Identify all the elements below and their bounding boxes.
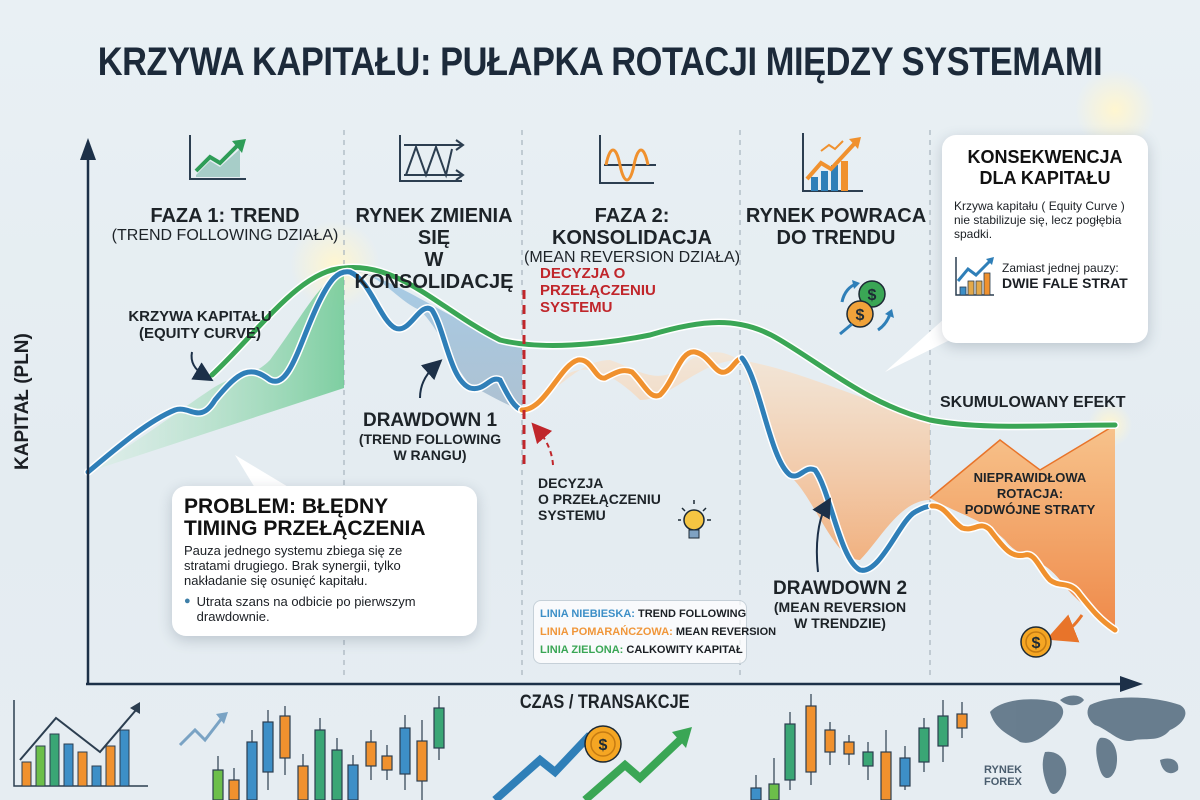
legend-key-orange: LINIA POMARAŃCZOWA: [540, 626, 673, 638]
decision-top-line1: DECYZJA O [540, 265, 626, 282]
mean-reversion-line-2 [929, 503, 1118, 633]
growth-arrows-coin-icon: $ [492, 725, 692, 800]
legend-item-orange: LINIA POMARAŃCZOWA: MEAN REVERSION [540, 623, 776, 641]
legend-value-blue: TREND FOLLOWING [638, 608, 747, 620]
transition-1-sub: W KONSOLIDACJĘ [354, 249, 514, 293]
page-title: KRZYWA KAPITAŁU: PUŁAPKA ROTACJI MIĘDZY … [97, 40, 1103, 84]
footer-candlesticks-right [750, 694, 968, 800]
legend-value-orange: MEAN REVERSION [675, 626, 777, 638]
coins-exchange-icon: $ $ [839, 280, 894, 336]
x-axis-arrow-icon [1120, 676, 1143, 692]
oscillation-icon [599, 135, 656, 184]
problem-title-line1: PROBLEM: BŁĘDNY [184, 495, 389, 518]
trend-bars-icon [802, 133, 863, 192]
forex-market-label: RYNEK FOREX [984, 764, 1022, 788]
legend-key-green: LINIA ZIELONA: [540, 644, 624, 656]
phase-1-header: FAZA 1: TREND (TREND FOLLOWING DZIAŁA) [100, 205, 350, 245]
mean-reversion-line [519, 349, 745, 413]
legend-value-green: CALKOWITY KAPITAŁ [626, 644, 743, 656]
decision-top-line2: PRZEŁĄCZENIU [540, 282, 656, 299]
phase-2-header: FAZA 2: KONSOLIDACJA (MEAN REVERSION DZI… [523, 205, 741, 267]
phase-1-sub: (TREND FOLLOWING DZIAŁA) [111, 227, 339, 244]
wrong-rotation-label: NIEPRAWIDŁOWA ROTACJA: PODWÓJNE STRATY [950, 470, 1110, 518]
svg-text:$: $ [599, 737, 608, 754]
switch-decision-label-top: DECYZJA O PRZEŁĄCZENIU SYSTEMU [540, 265, 670, 316]
y-axis-arrow-icon [80, 138, 96, 160]
drawdown-1-line1: (TREND FOLLOWING [358, 431, 502, 447]
equity-curve-label-line1: KRZYWA KAPITAŁU [128, 308, 272, 325]
consequence-note: Zamiast jednej pauzy: DWIE FALE STRAT [954, 255, 1136, 297]
bar-trend-icon [955, 257, 994, 296]
consequence-title-line2: DLA KAPITAŁU [979, 168, 1111, 188]
wrong-rotation-line2: ROTACJA: [996, 486, 1064, 501]
lightbulb-icon [678, 500, 711, 539]
drawdown-2-title: DRAWDOWN 2 [772, 578, 908, 599]
drawdown-1-line2: W RANGU) [393, 447, 467, 463]
equity-curve-label-line2: (EQUITY CURVE) [139, 325, 261, 342]
forex-label-line1: RYNEK [984, 764, 1023, 776]
drawdown-1-label: DRAWDOWN 1 (TREND FOLLOWING W RANGU) [355, 410, 505, 463]
trend-following-line-2 [739, 355, 935, 573]
problem-title-line2: TIMING PRZEŁĄCZENIA [184, 517, 426, 540]
decision-bottom-line2: O PRZEŁĄCZENIU [538, 491, 661, 507]
problem-body: Pauza jednego systemu zbiega się ze stra… [184, 543, 403, 588]
phase-1-heading: FAZA 1: TREND [150, 205, 300, 227]
consequence-body: Krzywa kapitału ( Equity Curve ) nie sta… [954, 199, 1125, 241]
trend-following-line [85, 269, 525, 475]
consequence-note-line: Zamiast jednej pauzy: [1002, 261, 1119, 275]
svg-text:$: $ [1032, 635, 1041, 652]
decision-bottom-line1: DECYZJA [538, 475, 604, 491]
x-axis-label: CZAS / TRANSAKCJE [520, 692, 690, 713]
footer-bar-chart-icon [13, 700, 148, 787]
world-map-icon [990, 695, 1186, 795]
phase-transition-1-header: RYNEK ZMIENIA SIĘ W KONSOLIDACJĘ [345, 205, 523, 293]
drawdown-2-line2: W TRENDZIE) [794, 615, 886, 631]
decision-bottom-line3: SYSTEMU [538, 507, 606, 523]
problem-bullet-text: Utrata szans na odbicie po pierwszym dra… [196, 594, 416, 624]
wrong-rotation-line1: NIEPRAWIDŁOWA [973, 470, 1087, 485]
problem-bullet: ● Utrata szans na odbicie po pierwszym d… [184, 594, 465, 624]
consequence-title: KONSEKWENCJA DLA KAPITAŁU [954, 147, 1136, 189]
legend-item-green: LINIA ZIELONA: CALKOWITY KAPITAŁ [540, 641, 743, 659]
legend-item-blue: LINIA NIEBIESKA: TREND FOLLOWING [540, 605, 746, 623]
switch-decision-label-bottom: DECYZJA O PRZEŁĄCZENIU SYSTEMU [538, 475, 668, 523]
problem-title: PROBLEM: BŁĘDNY TIMING PRZEŁĄCZENIA [184, 496, 465, 540]
decision-top-line3: SYSTEMU [540, 299, 613, 316]
footer-candlesticks-left [212, 696, 445, 800]
consequence-note-bold: DWIE FALE STRAT [1002, 275, 1128, 291]
transition-1-heading: RYNEK ZMIENIA SIĘ [355, 205, 513, 249]
forex-label-line2: FOREX [984, 776, 1022, 788]
drawdown-2-label: DRAWDOWN 2 (MEAN REVERSION W TRENDZIE) [755, 578, 925, 631]
cumulative-effect-label: SKUMULOWANY EFEKT [940, 394, 1126, 411]
svg-text:$: $ [868, 287, 877, 304]
legend: LINIA NIEBIESKA: TREND FOLLOWING LINIA P… [533, 600, 776, 664]
uptrend-chart-icon [189, 135, 246, 180]
problem-box: PROBLEM: BŁĘDNY TIMING PRZEŁĄCZENIA Pauz… [172, 486, 477, 636]
svg-text:$: $ [856, 307, 865, 324]
legend-key-blue: LINIA NIEBIESKA: [540, 608, 635, 620]
total-capital-line [209, 265, 1118, 429]
drawdown-1-title: DRAWDOWN 1 [362, 410, 498, 431]
consequence-note-text: Zamiast jednej pauzy: DWIE FALE STRAT [1002, 261, 1128, 291]
dollar-coin-icon: $ [1020, 626, 1052, 658]
phase-2-sub: (MEAN REVERSION DZIAŁA) [523, 249, 741, 266]
y-axis-label: KAPITAŁ (PLN) [12, 333, 33, 470]
transition-2-heading: RYNEK POWRACA [745, 205, 927, 227]
bullet-dot-icon: ● [184, 595, 191, 607]
wrong-rotation-line3: PODWÓJNE STRATY [964, 502, 1096, 517]
consequence-title-line1: KONSEKWENCJA [967, 147, 1123, 167]
equity-curve-label: KRZYWA KAPITAŁU (EQUITY CURVE) [110, 308, 290, 342]
range-channel-icon [399, 135, 465, 182]
phase-transition-2-header: RYNEK POWRACA DO TRENDU [741, 205, 931, 249]
transition-2-sub: DO TRENDU [776, 227, 896, 249]
drawdown-2-line1: (MEAN REVERSION [773, 599, 907, 615]
phase-2-heading: FAZA 2: KONSOLIDACJA [551, 205, 712, 249]
consequence-box: KONSEKWENCJA DLA KAPITAŁU Krzywa kapitał… [942, 135, 1148, 343]
